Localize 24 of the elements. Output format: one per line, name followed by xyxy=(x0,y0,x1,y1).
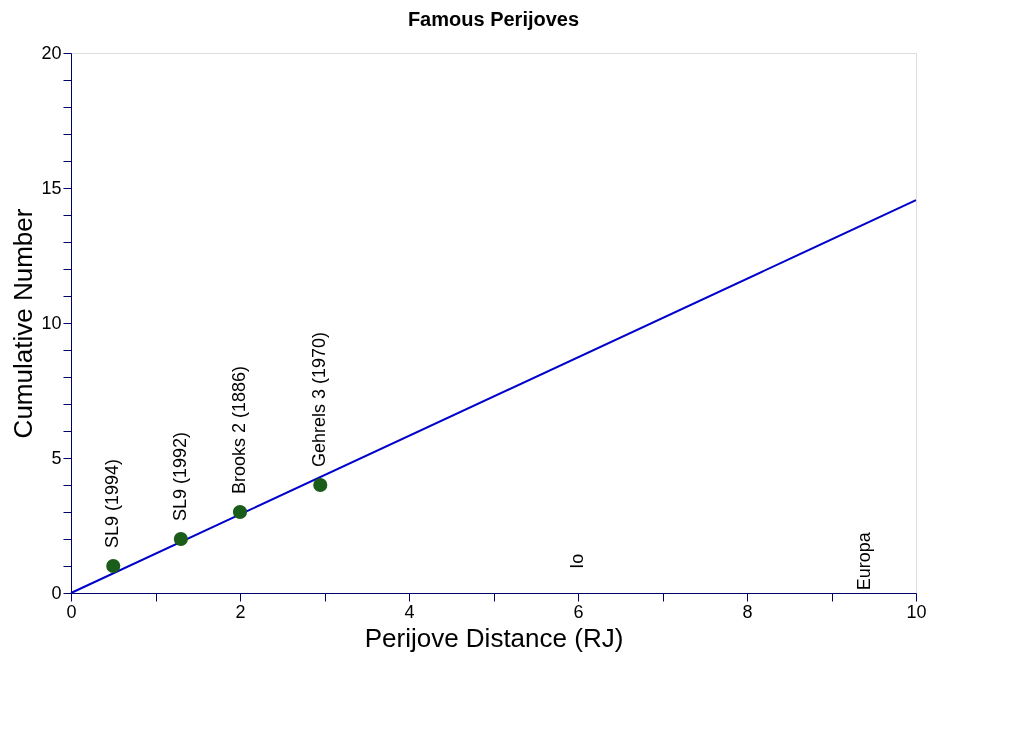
x-tick-label: 6 xyxy=(573,601,584,622)
x-axis-title: Perijove Distance (RJ) xyxy=(364,622,624,653)
x-tick-label: 8 xyxy=(742,601,753,622)
y-tick-label: 0 xyxy=(51,582,62,603)
annotation: Gehrels 3 (1970) xyxy=(309,331,330,467)
annotation: SL9 (1994) xyxy=(102,458,123,548)
x-tick-label: 0 xyxy=(66,601,77,622)
y-axis-title: Cumulative Number xyxy=(8,208,39,439)
chart-title: Famous Perijoves xyxy=(407,8,580,30)
y-tick-label: 20 xyxy=(41,42,62,63)
x-tick-label: 10 xyxy=(906,601,927,622)
point xyxy=(313,477,328,493)
point xyxy=(232,504,248,520)
annotation: Io xyxy=(567,553,587,569)
y-tick-label: 15 xyxy=(41,177,62,198)
y-tick-label: 5 xyxy=(51,447,62,468)
x-tick-label: 4 xyxy=(404,601,415,622)
y-tick-label: 10 xyxy=(41,312,62,333)
annotation: Brooks 2 (1886) xyxy=(229,365,249,494)
annotation: Europa xyxy=(854,531,875,591)
x-tick-label: 2 xyxy=(235,601,246,622)
point xyxy=(106,558,121,574)
annotation: SL9 (1992) xyxy=(169,431,190,521)
point xyxy=(173,531,188,547)
